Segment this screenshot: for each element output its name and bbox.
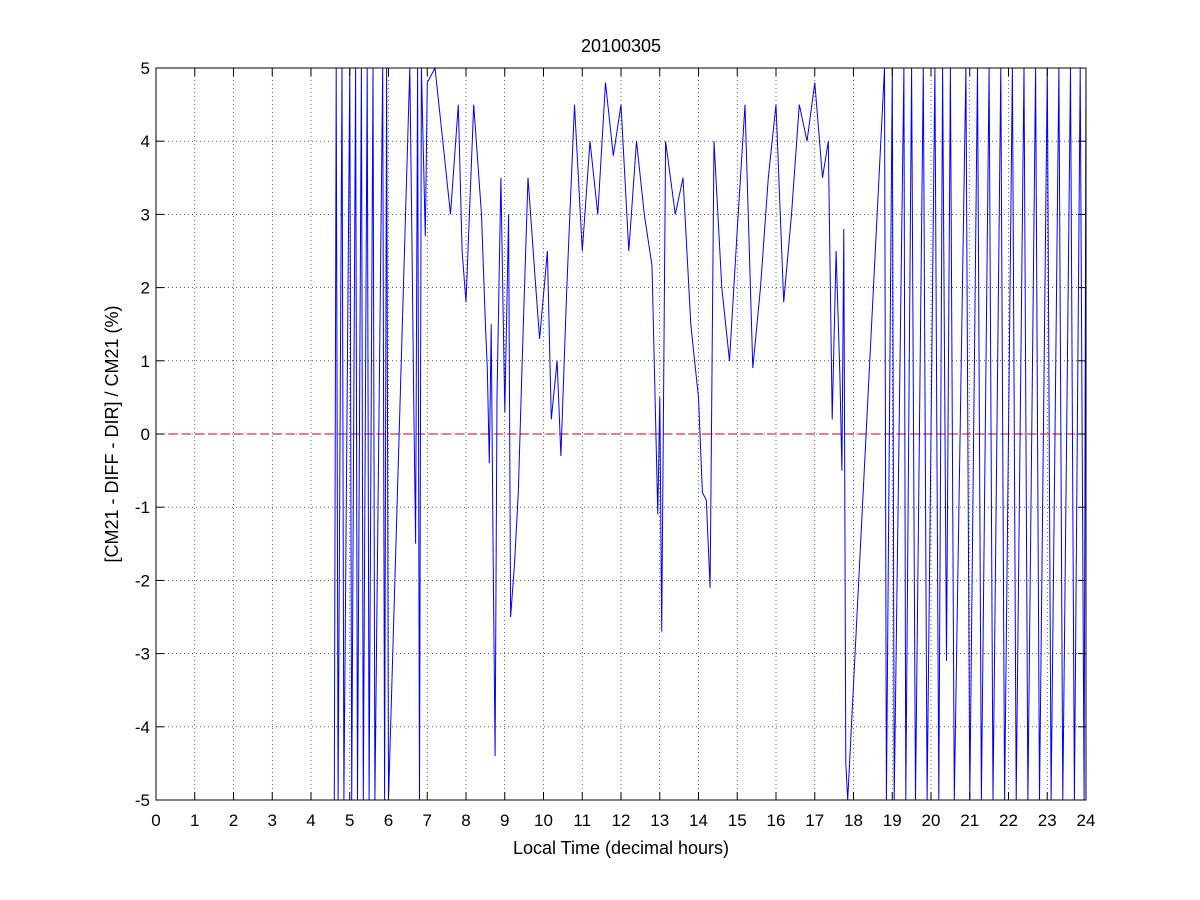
x-tick-label: 3 bbox=[268, 811, 277, 830]
y-tick-label: -5 bbox=[135, 791, 150, 810]
x-tick-label: 19 bbox=[883, 811, 902, 830]
y-tick-label: 2 bbox=[141, 279, 150, 298]
x-tick-label: 8 bbox=[461, 811, 470, 830]
x-tick-labels: 0 1 2 3 4 5 6 7 8 9 10 11 12 13 14 15 16 17 18 19 20 21 22 23 24 bbox=[151, 811, 1095, 830]
axis-ticks bbox=[155, 67, 1087, 801]
x-tick-label: 14 bbox=[689, 811, 708, 830]
y-axis-label: [CM21 - DIFF - DIR] / CM21 (%) bbox=[102, 305, 122, 562]
y-tick-label: -2 bbox=[135, 571, 150, 590]
x-tick-label: 21 bbox=[960, 811, 979, 830]
x-tick-label: 0 bbox=[151, 811, 160, 830]
y-tick-labels: 5 4 3 2 1 0 -1 -2 -3 -4 -5 bbox=[135, 59, 150, 810]
x-tick-label: 23 bbox=[1038, 811, 1057, 830]
chart-title: 20100305 bbox=[581, 36, 661, 56]
x-tick-label: 11 bbox=[573, 811, 591, 830]
x-tick-label: 10 bbox=[534, 811, 553, 830]
y-tick-label: 5 bbox=[141, 59, 150, 78]
x-tick-label: 4 bbox=[306, 811, 315, 830]
x-tick-label: 16 bbox=[767, 811, 786, 830]
x-tick-label: 22 bbox=[999, 811, 1018, 830]
x-tick-label: 20 bbox=[922, 811, 941, 830]
x-tick-label: 9 bbox=[500, 811, 509, 830]
x-tick-label: 12 bbox=[612, 811, 631, 830]
grid bbox=[156, 68, 1086, 800]
x-tick-label: 24 bbox=[1077, 811, 1096, 830]
y-tick-label: 0 bbox=[141, 425, 150, 444]
x-tick-label: 1 bbox=[190, 811, 199, 830]
plot-area bbox=[333, 68, 1086, 800]
x-tick-label: 15 bbox=[728, 811, 747, 830]
y-tick-label: 1 bbox=[141, 352, 150, 371]
x-tick-label: 2 bbox=[229, 811, 238, 830]
x-tick-label: 7 bbox=[423, 811, 432, 830]
x-tick-label: 5 bbox=[345, 811, 354, 830]
y-tick-label: 4 bbox=[141, 132, 150, 151]
x-tick-label: 17 bbox=[805, 811, 824, 830]
x-tick-label: 18 bbox=[844, 811, 863, 830]
series-line bbox=[333, 68, 1086, 800]
x-tick-label: 6 bbox=[384, 811, 393, 830]
x-axis-label: Local Time (decimal hours) bbox=[513, 838, 729, 858]
y-tick-label: -4 bbox=[135, 718, 150, 737]
y-tick-label: 3 bbox=[141, 205, 150, 224]
y-tick-label: -3 bbox=[135, 645, 150, 664]
y-tick-label: -1 bbox=[135, 498, 150, 517]
x-tick-label: 13 bbox=[650, 811, 669, 830]
